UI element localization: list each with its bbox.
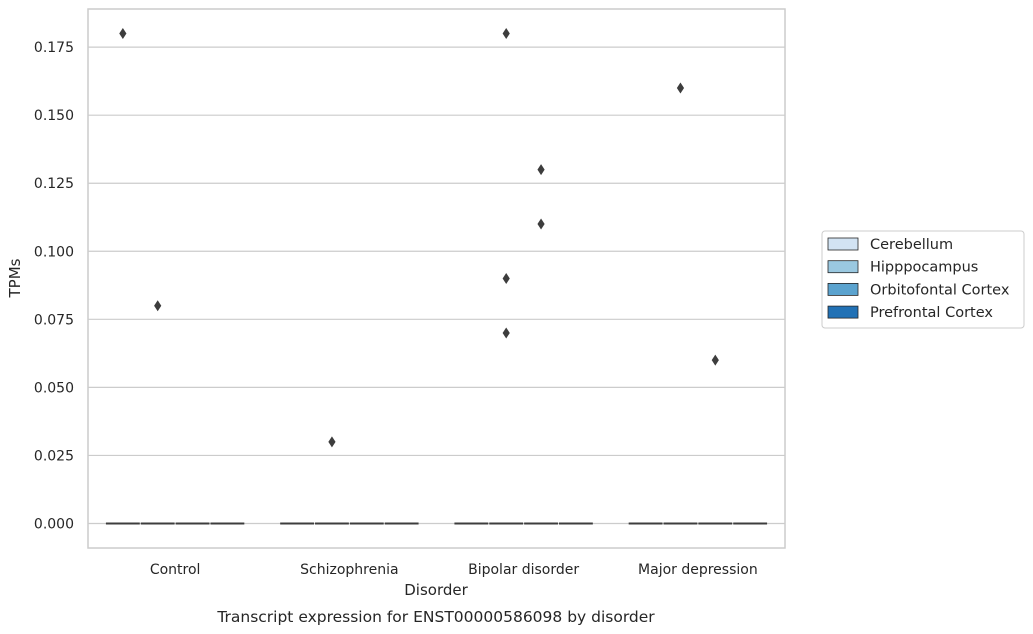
legend: Cerebellum Hipppocampus Orbitofontal Corte…	[821, 230, 1025, 329]
outlier-point	[502, 327, 510, 339]
legend-label: Orbitofontal Cortex	[870, 282, 1010, 298]
x-tick-label: Schizophrenia	[300, 562, 398, 578]
y-tick-label: 0.000	[34, 517, 74, 533]
y-tick-label: 0.025	[34, 448, 74, 464]
legend-swatch	[827, 237, 859, 251]
y-axis-label: TPMs	[6, 258, 24, 298]
y-tick-label: 0.150	[34, 108, 74, 124]
y-axis-ticks: 0.000 0.025 0.050 0.075 0.100 0.125 0.150 0.175	[34, 40, 74, 532]
outlier-points	[119, 28, 719, 448]
outlier-point	[676, 82, 685, 94]
gridlines	[88, 46, 785, 525]
x-tick-label: Control	[150, 562, 201, 578]
y-tick-label: 0.050	[34, 380, 74, 396]
outlier-point	[119, 28, 127, 39]
x-axis-ticks: Control Schizophrenia Bipolar disorder Majo…	[150, 562, 758, 578]
outlier-point	[711, 354, 719, 366]
outlier-point	[328, 436, 336, 448]
outlier-point	[502, 273, 510, 284]
y-tick-label: 0.100	[34, 244, 74, 260]
y-tick-label: 0.075	[34, 312, 74, 328]
x-axis-label: Disorder	[404, 581, 468, 599]
plot-area	[87, 8, 786, 549]
legend-swatch	[827, 305, 859, 319]
outlier-point	[502, 28, 510, 39]
chart-caption: Transcript expression for ENST0000058609…	[216, 608, 655, 626]
legend-label: Prefrontal Cortex	[870, 305, 993, 321]
outlier-point	[537, 218, 545, 230]
y-tick-label: 0.125	[34, 176, 74, 192]
legend-frame	[821, 230, 1025, 329]
y-tick-label: 0.175	[34, 40, 74, 56]
legend-label: Hipppocampus	[870, 260, 978, 276]
legend-swatch	[827, 260, 859, 274]
legend-label: Cerebellum	[870, 237, 953, 253]
x-tick-label: Major depression	[638, 562, 758, 578]
legend-swatch	[827, 282, 859, 296]
outlier-point	[154, 300, 162, 312]
x-tick-label: Bipolar disorder	[468, 562, 579, 578]
outlier-point	[537, 164, 545, 176]
